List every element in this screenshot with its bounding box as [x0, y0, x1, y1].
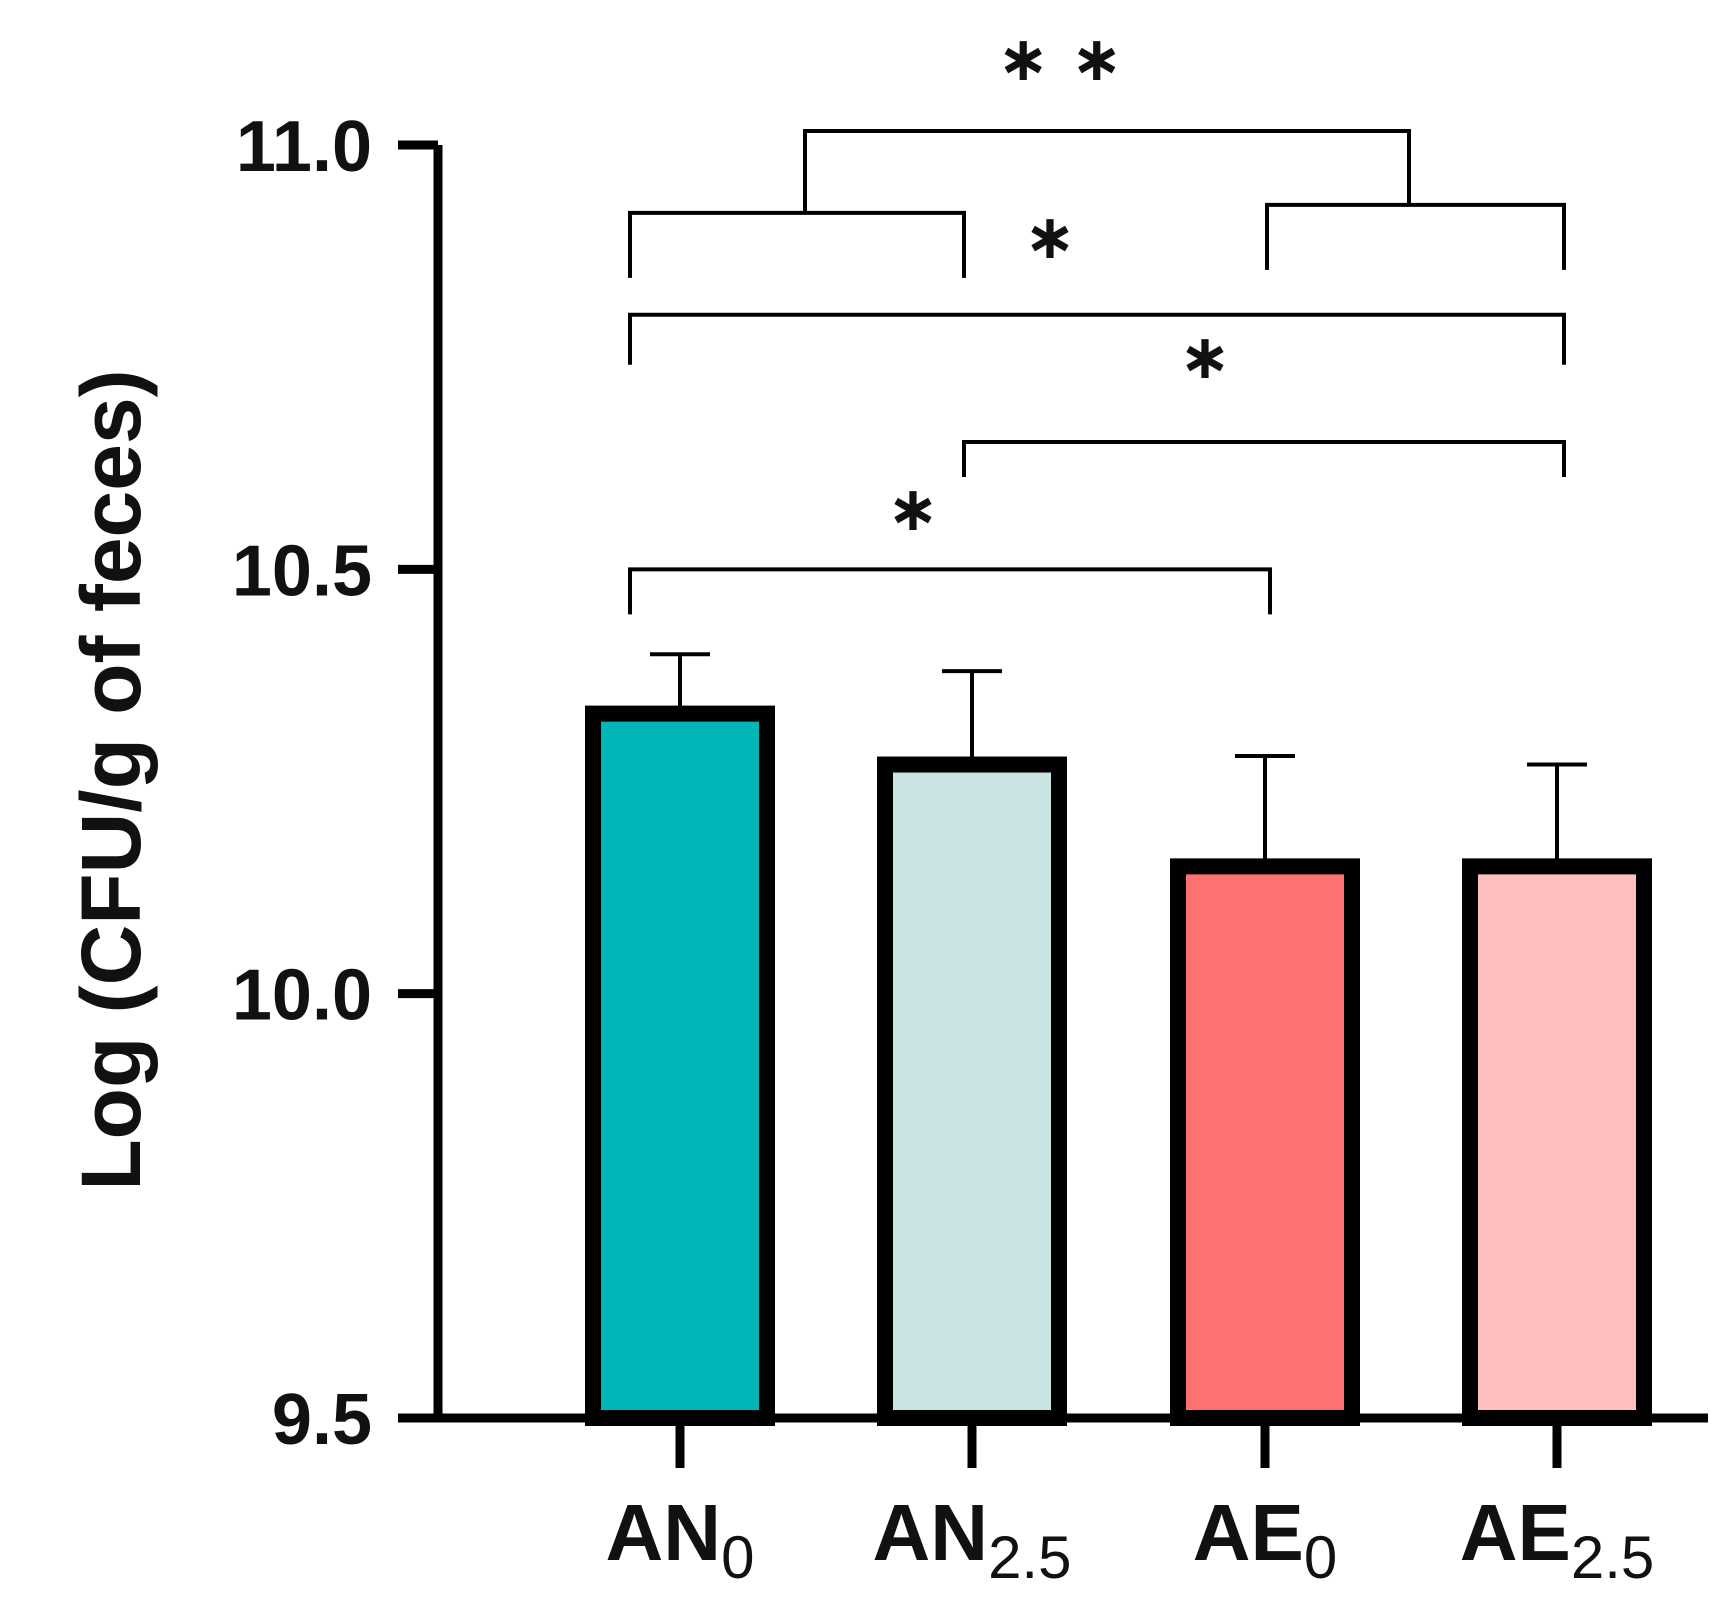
significance-bracket	[962, 440, 1566, 478]
significance-brackets: ∗ ∗ ∗ ∗ ∗	[628, 22, 1566, 615]
significance-label: ∗	[1024, 200, 1076, 273]
bar	[1462, 858, 1652, 1426]
significance-label: ∗ ∗	[997, 22, 1122, 95]
bar	[585, 705, 775, 1426]
significance-bracket	[1265, 202, 1566, 270]
y-tick-label: 10.5	[232, 531, 372, 611]
y-axis-title: Log (CFU/g of feces)	[64, 369, 158, 1190]
x-tick-label: AN0	[606, 1488, 755, 1591]
significance-label: ∗	[887, 472, 939, 545]
y-tick-label: 11.0	[236, 107, 372, 187]
x-tick-label: AN2.5	[873, 1488, 1072, 1591]
axis-labels: Log (CFU/g of feces) 9.5 10.0 10.5 11.0 AN0 A…	[64, 107, 1654, 1591]
y-tick-label: 9.5	[272, 1380, 372, 1460]
axes	[398, 140, 1708, 1468]
significance-bracket	[803, 129, 1411, 213]
plot-area: ∗ ∗ ∗ ∗ ∗	[585, 22, 1652, 1426]
bar	[877, 756, 1067, 1426]
significance-bracket	[628, 210, 966, 278]
x-tick-label: AE0	[1193, 1488, 1338, 1591]
bar	[1170, 858, 1360, 1426]
significance-bracket	[628, 312, 1566, 365]
significance-label: ∗	[1179, 320, 1231, 393]
y-tick-label: 10.0	[232, 956, 372, 1036]
x-tick-label: AE2.5	[1460, 1488, 1655, 1591]
significance-bracket	[628, 567, 1272, 615]
